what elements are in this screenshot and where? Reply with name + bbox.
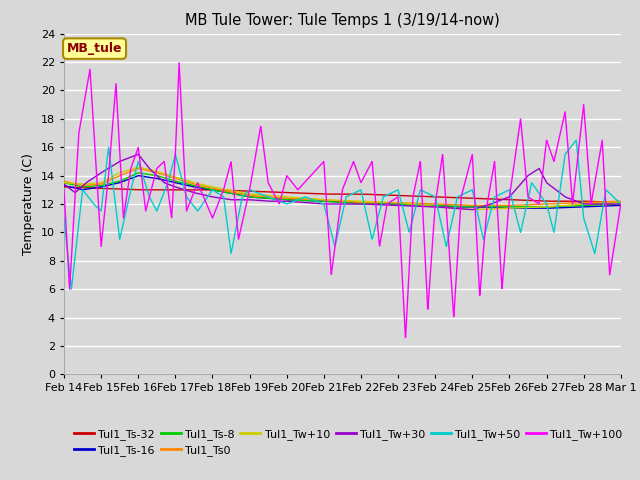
Text: MB_tule: MB_tule: [67, 42, 122, 55]
Title: MB Tule Tower: Tule Temps 1 (3/19/14-now): MB Tule Tower: Tule Temps 1 (3/19/14-now…: [185, 13, 500, 28]
Y-axis label: Temperature (C): Temperature (C): [22, 153, 35, 255]
Legend: Tul1_Ts-32, Tul1_Ts-16, Tul1_Ts-8, Tul1_Ts0, Tul1_Tw+10, Tul1_Tw+30, Tul1_Tw+50,: Tul1_Ts-32, Tul1_Ts-16, Tul1_Ts-8, Tul1_…: [70, 424, 627, 460]
